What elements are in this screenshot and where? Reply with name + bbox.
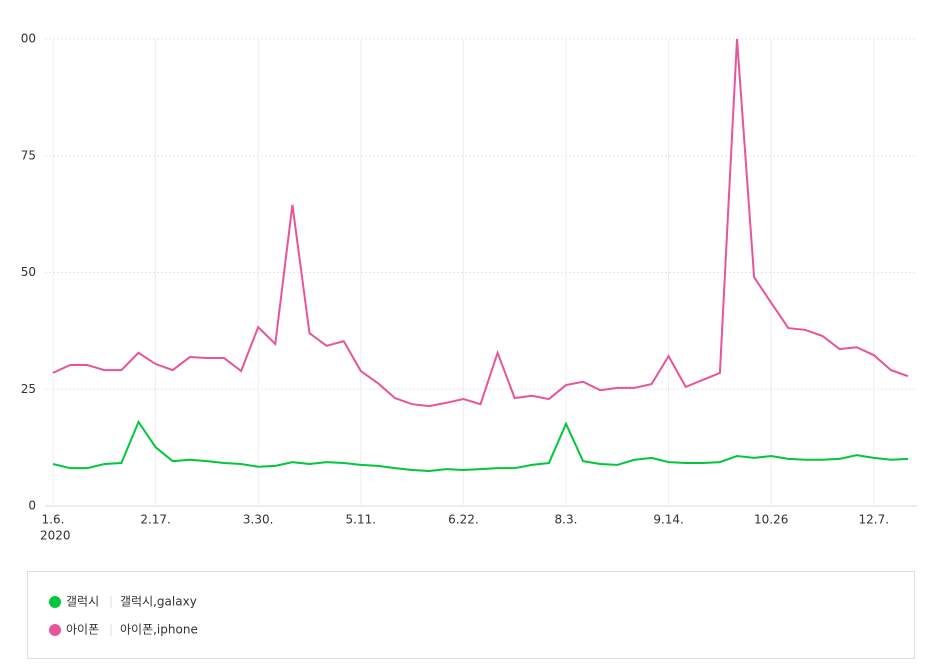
y-tick-label: 100 (13, 32, 36, 46)
chart: 0 25 50 75 100 1.6. 2.17. 3.30. 5.11. 6.22. 8.3. 9… (13, 32, 917, 543)
x-tick-label: 8.3. (555, 513, 578, 527)
legend-keywords: 아이폰,iphone (120, 623, 198, 637)
x-tick-label: 1.6. (42, 513, 65, 527)
x-tick-label: 2.17. (140, 513, 171, 527)
x-tick-label: 10.26 (754, 513, 788, 527)
x-tick-label: 9.14. (653, 513, 684, 527)
y-tick-label: 25 (21, 382, 36, 396)
legend: 갤럭시 갤럭시,galaxy 아이폰 아이폰,iphone (27, 571, 915, 659)
x-tick-label: 3.30. (243, 513, 274, 527)
legend-label: 아이폰 (66, 623, 99, 637)
year-label: 2020 (40, 529, 71, 543)
series-line (52, 38, 909, 408)
x-tick-label: 5.11. (346, 513, 377, 527)
legend-keywords: 갤럭시,galaxy (120, 595, 197, 609)
legend-items: 갤럭시 갤럭시,galaxy 아이폰 아이폰,iphone (49, 595, 198, 637)
series-line (52, 419, 909, 472)
legend-label: 갤럭시 (66, 595, 99, 609)
legend-swatch (49, 624, 61, 636)
y-tick-label: 75 (21, 148, 36, 162)
x-tick-label: 6.22. (448, 513, 479, 527)
legend-swatch (49, 596, 61, 608)
y-tick-label: 0 (28, 499, 36, 513)
x-tick-label: 12.7. (859, 513, 890, 527)
y-tick-label: 50 (21, 265, 36, 279)
